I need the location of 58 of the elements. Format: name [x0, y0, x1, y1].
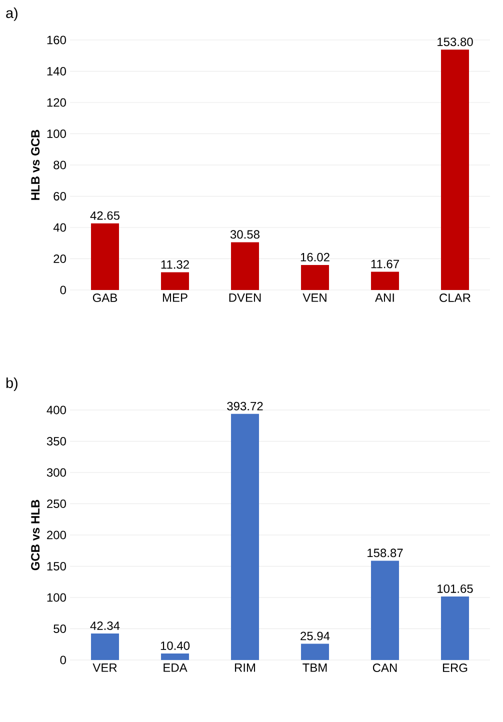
x-tick-label: DVEN [229, 294, 261, 302]
chart-title: b) [6, 378, 18, 391]
data-label: 158.87 [368, 548, 403, 558]
bar [301, 644, 330, 660]
x-tick-label: ERG [442, 664, 468, 672]
bar [161, 272, 190, 290]
x-tick-label: CLAR [440, 294, 470, 302]
data-label: 25.94 [300, 632, 330, 640]
y-tick-label: 100 [47, 129, 66, 138]
bar [441, 596, 470, 660]
bar [441, 50, 470, 290]
bar [301, 264, 330, 290]
y-tick-label: 50 [54, 624, 66, 633]
x-tick-label: VEN [302, 294, 326, 302]
bar [231, 414, 260, 660]
y-tick-label: 400 [46, 406, 66, 414]
y-tick-label: 20 [54, 254, 66, 263]
y-tick-label: 250 [47, 500, 66, 508]
bar [371, 560, 400, 660]
y-tick-label: 0 [60, 286, 66, 294]
data-label: 10.40 [160, 641, 190, 650]
y-tick-label: 40 [53, 223, 66, 232]
y-tick-label: 80 [54, 160, 66, 170]
chart-title: a) [6, 8, 18, 21]
x-tick-label: CAN [372, 664, 397, 672]
y-tick-label: 60 [54, 192, 66, 200]
y-tick-label: 100 [47, 593, 66, 602]
data-label: 42.34 [90, 622, 120, 630]
x-tick-label: MEP [162, 294, 188, 302]
data-label: 393.72 [227, 402, 263, 410]
x-tick-label: EDA [164, 664, 188, 672]
y-tick-label: 160 [47, 36, 66, 44]
data-label: 153.80 [438, 38, 473, 46]
bar [91, 223, 119, 290]
x-tick-label: VER [92, 664, 117, 672]
data-label: 16.02 [300, 252, 330, 262]
y-tick-label: 300 [46, 468, 66, 477]
y-tick-label: 0 [60, 656, 66, 664]
data-label: 11.32 [161, 260, 189, 269]
y-axis-title: HLB vs GCB [31, 130, 40, 200]
data-label: 42.65 [90, 211, 120, 220]
data-label: 30.58 [230, 230, 260, 239]
data-label: 11.67 [371, 260, 399, 268]
y-tick-label: 150 [47, 562, 66, 570]
bar [371, 272, 400, 290]
y-tick-label: 350 [46, 437, 66, 446]
y-tick-label: 200 [47, 530, 66, 540]
bar [91, 634, 119, 660]
x-tick-label: ANI [375, 294, 394, 302]
y-tick-label: 140 [47, 66, 66, 76]
y-axis-title: GCB vs HLB [31, 500, 40, 570]
bar [231, 242, 260, 290]
x-tick-label: TBM [302, 664, 327, 672]
data-label: 101.65 [438, 584, 473, 593]
x-tick-label: GAB [92, 294, 118, 302]
x-tick-label: RIM [234, 664, 256, 672]
bar [161, 654, 190, 660]
y-tick-label: 120 [47, 98, 66, 107]
